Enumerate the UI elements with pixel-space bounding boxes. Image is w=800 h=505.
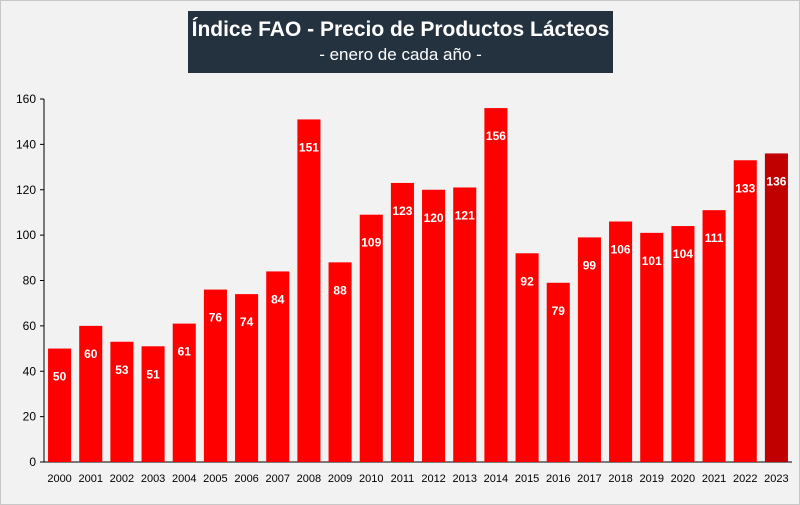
bar-2001 — [79, 325, 103, 462]
bar-2007 — [266, 271, 290, 462]
bar-2022 — [733, 160, 757, 462]
data-label-2002: 53 — [115, 363, 129, 377]
bar-2014 — [484, 108, 508, 462]
bar-2020 — [671, 226, 695, 462]
x-tick-label: 2006 — [234, 473, 258, 485]
x-tick-label: 2014 — [484, 473, 508, 485]
x-tick-label: 2017 — [577, 473, 601, 485]
y-tick-label: 140 — [16, 137, 36, 151]
chart-title-box: Índice FAO - Precio de Productos Lácteos… — [188, 11, 613, 73]
bars: 50 60 53 51 61 76 74 84 151 88 109 123 120 121 156 92 79… — [48, 108, 788, 462]
x-tick-label: 2007 — [266, 473, 290, 485]
data-label-2013: 121 — [455, 208, 475, 222]
bar-2004 — [172, 323, 196, 462]
data-label-2021: 111 — [705, 231, 724, 245]
y-tick-label: 0 — [29, 455, 36, 469]
y-tick-label: 60 — [23, 319, 37, 333]
x-tick-label: 2020 — [671, 473, 695, 485]
data-label-2006: 74 — [240, 315, 254, 329]
x-tick-label: 2013 — [453, 473, 477, 485]
y-tick-label: 40 — [23, 364, 37, 378]
y-tick-label: 120 — [16, 183, 36, 197]
bar-2000 — [48, 348, 72, 462]
x-tick-label: 2009 — [328, 473, 352, 485]
bar-2013 — [453, 187, 477, 462]
chart-title: Índice FAO - Precio de Productos Lácteos — [191, 18, 610, 41]
bar-2008 — [297, 119, 321, 462]
data-label-2011: 123 — [392, 204, 412, 218]
data-label-2018: 106 — [611, 243, 631, 257]
x-tick-label: 2003 — [141, 473, 165, 485]
bar-2011 — [390, 182, 414, 462]
data-label-2012: 120 — [424, 211, 444, 225]
data-label-2010: 109 — [361, 236, 381, 250]
x-tick-label: 2008 — [297, 473, 321, 485]
data-label-2017: 99 — [583, 258, 597, 272]
x-tick-label: 2001 — [79, 473, 103, 485]
bar-2005 — [203, 289, 227, 462]
y-tick-label: 20 — [23, 410, 37, 424]
x-tick-label: 2010 — [359, 473, 383, 485]
bar-2023 — [764, 153, 788, 462]
data-label-2000: 50 — [53, 370, 67, 384]
bar-2003 — [141, 346, 165, 462]
x-tick-label: 2019 — [640, 473, 664, 485]
x-tick-label: 2012 — [421, 473, 445, 485]
bar-2009 — [328, 262, 352, 462]
x-tick-label: 2022 — [733, 473, 757, 485]
data-label-2004: 61 — [178, 345, 192, 359]
x-tick-label: 2018 — [608, 473, 632, 485]
x-tick-label: 2021 — [702, 473, 726, 485]
bar-2012 — [422, 189, 446, 462]
data-label-2023: 136 — [766, 174, 786, 188]
data-label-2001: 60 — [84, 347, 98, 361]
x-tick-label: 2004 — [172, 473, 196, 485]
data-label-2022: 133 — [735, 181, 755, 195]
bar-2016 — [546, 282, 570, 462]
y-tick-label: 100 — [16, 228, 36, 242]
bar-2018 — [609, 221, 633, 462]
data-label-2009: 88 — [333, 283, 347, 297]
x-tick-label: 2002 — [110, 473, 134, 485]
x-tick-label: 2000 — [47, 473, 71, 485]
y-tick-label: 80 — [23, 274, 37, 288]
bar-2010 — [359, 214, 383, 462]
x-axis-ticks: 2000 2001 2002 2003 2004 2005 2006 2007 2008 2009… — [47, 473, 788, 485]
data-label-2015: 92 — [520, 274, 534, 288]
bar-2019 — [640, 232, 664, 462]
data-label-2014: 156 — [486, 129, 506, 143]
x-tick-label: 2016 — [546, 473, 570, 485]
x-tick-label: 2015 — [515, 473, 539, 485]
y-tick-label: 160 — [16, 92, 36, 106]
x-tick-label: 2011 — [391, 473, 415, 485]
x-tick-label: 2005 — [203, 473, 227, 485]
data-label-2008: 151 — [299, 140, 319, 154]
data-label-2019: 101 — [642, 254, 662, 268]
bar-2002 — [110, 341, 134, 462]
chart-subtitle: - enero de cada año - — [319, 45, 482, 64]
x-tick-label: 2023 — [764, 473, 788, 485]
data-label-2020: 104 — [673, 247, 693, 261]
y-axis-ticks: 0 20 40 60 80 100 120 140 160 — [16, 92, 44, 469]
data-label-2003: 51 — [146, 367, 160, 381]
bar-2015 — [515, 253, 539, 462]
bar-2017 — [577, 237, 601, 462]
bar-2021 — [702, 210, 726, 462]
bar-2006 — [235, 294, 259, 462]
data-label-2007: 84 — [271, 292, 285, 306]
data-label-2005: 76 — [209, 311, 223, 325]
data-label-2016: 79 — [552, 304, 566, 318]
